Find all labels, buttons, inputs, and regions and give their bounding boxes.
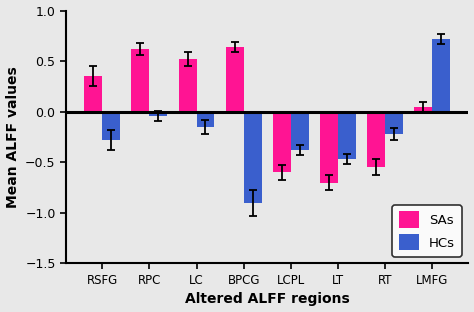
Bar (320, 112, 338, 183)
Bar (244, 112, 262, 203)
Y-axis label: Mean ALFF values: Mean ALFF values (6, 66, 19, 208)
Legend: SAs, HCs: SAs, HCs (392, 205, 462, 257)
Bar (367, 112, 385, 167)
Bar (84, 76, 102, 112)
Bar (432, 39, 450, 112)
Bar (226, 47, 244, 112)
Bar (338, 112, 356, 159)
Bar (273, 112, 291, 173)
Bar (131, 49, 149, 112)
Bar (385, 112, 403, 134)
Bar (414, 107, 432, 112)
Bar (179, 59, 197, 112)
X-axis label: Altered ALFF regions: Altered ALFF regions (185, 292, 350, 306)
Bar (291, 112, 309, 150)
Bar (197, 112, 214, 127)
Bar (102, 112, 120, 140)
Bar (149, 112, 167, 116)
